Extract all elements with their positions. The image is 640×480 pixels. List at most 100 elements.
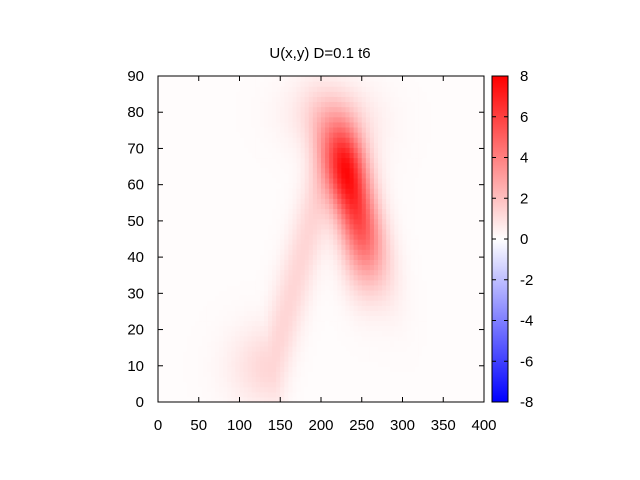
heatmap-cell: [174, 96, 179, 103]
heatmap-cell: [463, 310, 469, 316]
heatmap-cell: [422, 193, 428, 199]
heatmap-cell: [357, 76, 363, 82]
heatmap-cell: [215, 391, 220, 398]
heatmap-cell: [276, 142, 281, 148]
heatmap-cell: [198, 396, 204, 403]
heatmap-cell: [235, 81, 241, 87]
heatmap-cell: [357, 203, 363, 210]
heatmap-cell: [304, 213, 310, 220]
heatmap-cell: [471, 91, 477, 97]
heatmap-cell: [341, 223, 347, 230]
heatmap-cell: [215, 157, 220, 164]
heatmap-cell: [414, 208, 420, 215]
heatmap-cell: [333, 203, 338, 210]
heatmap-cell: [394, 239, 400, 245]
heatmap-cell: [316, 152, 322, 159]
heatmap-cell: [471, 284, 477, 291]
heatmap-cell: [463, 203, 469, 210]
heatmap-cell: [435, 376, 440, 383]
heatmap-cell: [276, 126, 281, 133]
heatmap-cell: [386, 289, 391, 296]
heatmap-cell: [333, 218, 338, 225]
heatmap-cell: [369, 121, 375, 128]
heatmap-cell: [194, 218, 200, 225]
heatmap-cell: [398, 249, 404, 255]
heatmap-cell: [345, 264, 351, 271]
heatmap-cell: [361, 310, 367, 316]
heatmap-cell: [296, 335, 302, 342]
heatmap-cell: [304, 177, 310, 184]
heatmap-cell: [390, 203, 395, 210]
heatmap-cell: [353, 111, 359, 118]
heatmap-cell: [353, 193, 359, 199]
heatmap-cell: [263, 305, 269, 311]
heatmap-cell: [227, 126, 232, 133]
heatmap-cell: [402, 356, 408, 362]
heatmap-cell: [215, 167, 220, 174]
heatmap-cell: [280, 264, 285, 271]
heatmap-cell: [333, 325, 338, 332]
heatmap-cell: [382, 269, 387, 276]
heatmap-cell: [357, 264, 363, 271]
heatmap-cell: [337, 340, 342, 347]
heatmap-cell: [202, 142, 208, 148]
heatmap-cell: [186, 244, 192, 250]
heatmap-cell: [251, 371, 257, 378]
heatmap-cell: [276, 228, 281, 235]
heatmap-cell: [243, 188, 249, 194]
heatmap-cell: [443, 264, 448, 271]
heatmap-cell: [459, 188, 465, 194]
heatmap-cell: [398, 239, 404, 245]
heatmap-cell: [268, 81, 273, 87]
heatmap-cell: [206, 208, 212, 215]
heatmap-cell: [162, 193, 167, 199]
heatmap-cell: [325, 142, 330, 148]
heatmap-cell: [435, 177, 440, 184]
heatmap-cell: [158, 335, 163, 342]
heatmap-cell: [467, 351, 473, 357]
heatmap-cell: [426, 137, 432, 143]
heatmap-cell: [382, 345, 387, 352]
heatmap-cell: [284, 193, 289, 199]
heatmap-cell: [166, 249, 171, 255]
heatmap-cell: [439, 233, 444, 240]
heatmap-cell: [357, 361, 363, 367]
heatmap-cell: [418, 167, 424, 174]
heatmap-cell: [292, 295, 298, 301]
heatmap-cell: [382, 284, 387, 291]
heatmap-cell: [439, 284, 444, 291]
heatmap-cell: [365, 76, 371, 82]
heatmap-cell: [447, 142, 452, 148]
heatmap-cell: [182, 300, 188, 306]
heatmap-cell: [231, 142, 237, 148]
heatmap-cell: [166, 152, 171, 159]
heatmap-cell: [406, 300, 412, 306]
heatmap-cell: [467, 239, 473, 245]
heatmap-cell: [341, 213, 347, 220]
heatmap-cell: [215, 86, 220, 92]
heatmap-cell: [398, 279, 404, 286]
heatmap-cell: [194, 340, 200, 347]
heatmap-cell: [276, 391, 281, 398]
heatmap-cell: [219, 172, 224, 179]
heatmap-cell: [463, 320, 469, 327]
heatmap-cell: [292, 366, 298, 373]
heatmap-cell: [174, 111, 179, 118]
heatmap-cell: [259, 91, 265, 97]
heatmap-cell: [418, 335, 424, 342]
heatmap-cell: [459, 86, 465, 92]
heatmap-cell: [455, 284, 461, 291]
heatmap-cell: [329, 396, 334, 403]
heatmap-cell: [451, 111, 457, 118]
heatmap-cell: [223, 76, 228, 82]
heatmap-cell: [243, 147, 249, 153]
heatmap-cell: [227, 239, 232, 245]
heatmap-cell: [288, 91, 294, 97]
heatmap-cell: [162, 396, 167, 403]
heatmap-cell: [365, 284, 371, 291]
heatmap-cell: [219, 289, 224, 296]
heatmap-cell: [378, 157, 383, 164]
heatmap-cell: [174, 269, 179, 276]
heatmap-cell: [210, 356, 216, 362]
